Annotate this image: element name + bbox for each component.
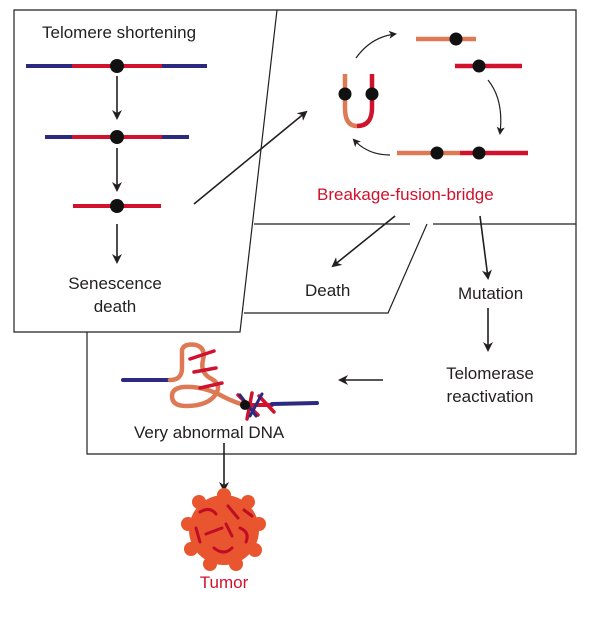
tumor-chromosome-fragments	[194, 504, 254, 554]
centromere	[338, 87, 352, 101]
bfb-label: Breakage-fusion-bridge	[317, 185, 494, 204]
telomere-panel-border	[13, 9, 278, 333]
centromere	[110, 130, 124, 144]
senescence-label: Senescence	[68, 274, 162, 293]
telomere-chromosomes	[26, 59, 207, 213]
very-abnormal-dna-label: Very abnormal DNA	[134, 423, 285, 442]
broken-fragment-right	[455, 59, 522, 73]
chromosome-medium	[45, 130, 189, 144]
death-box-border	[244, 223, 428, 314]
mutation-label: Mutation	[458, 284, 524, 303]
upper-right-frame	[277, 9, 577, 225]
arrow-to-mutation	[479, 215, 492, 280]
bfb-outgoing-arrows	[219, 215, 493, 492]
centromere	[110, 199, 124, 213]
death-label: Death	[305, 281, 351, 300]
arrow-to-death	[331, 215, 396, 268]
telomerase-label: Telomerase	[446, 364, 534, 383]
broken-fragment-top	[416, 32, 476, 46]
lower-frame	[86, 224, 577, 455]
fused-fragment-bottom	[397, 146, 528, 160]
arrow-to-bfb	[193, 110, 308, 205]
tumor-label: Tumor	[199, 573, 249, 592]
centromere	[240, 400, 250, 410]
fused-u-chromosome	[338, 74, 379, 129]
chromosome-long	[26, 59, 207, 73]
centromere	[110, 59, 124, 73]
cycle-arrows	[352, 30, 505, 156]
tumor-bumps	[181, 488, 266, 571]
reactivation-label: reactivation	[446, 387, 534, 406]
senescence-death-label: death	[93, 297, 137, 316]
chromosome-short	[73, 199, 161, 213]
telomere-shortening-label: Telomere shortening	[42, 23, 197, 42]
bfb-cycle	[338, 30, 528, 160]
tumor-mass	[181, 488, 266, 571]
centromere	[365, 87, 379, 101]
frame-lines	[13, 9, 577, 455]
abnormal-dna-structure	[121, 342, 319, 421]
